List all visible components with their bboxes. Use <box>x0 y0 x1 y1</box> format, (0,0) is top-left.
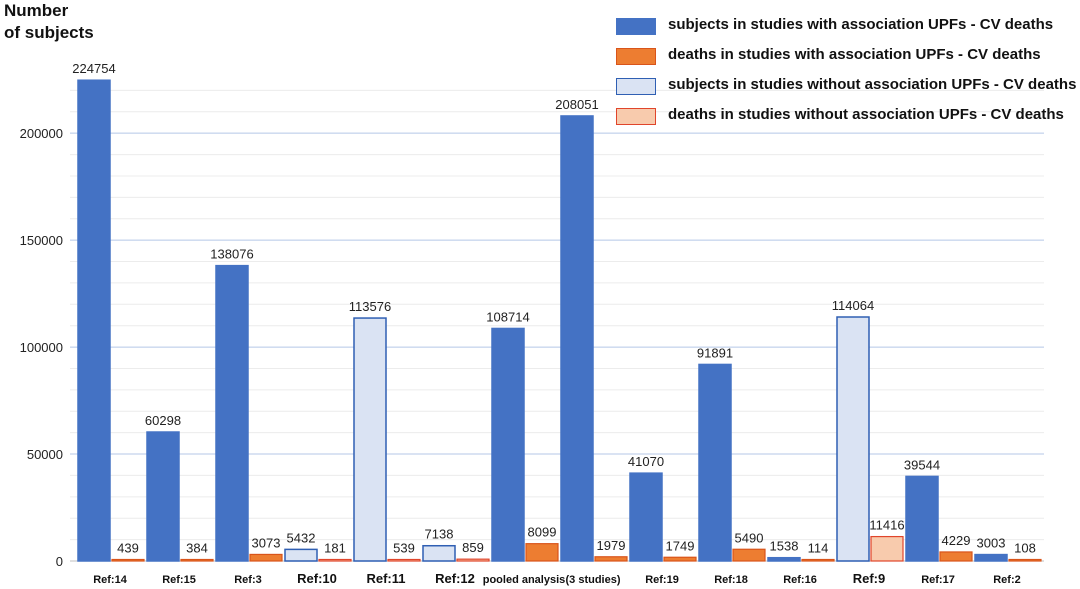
bar-subjects <box>77 79 111 562</box>
data-label-deaths: 11416 <box>869 518 904 533</box>
x-tick-label: Ref:12 <box>435 571 475 586</box>
legend-swatch-subjects-without <box>616 78 656 95</box>
bar-deaths <box>663 556 697 562</box>
data-label-deaths: 859 <box>462 540 484 555</box>
x-tick-label: Ref:14 <box>93 574 128 586</box>
x-tick-label: Ref:18 <box>714 574 748 586</box>
data-label-subjects: 1538 <box>770 539 799 554</box>
data-label-subjects: 224754 <box>72 61 115 76</box>
data-label-deaths: 4229 <box>942 533 971 548</box>
bar-deaths <box>525 543 559 562</box>
legend-label-subjects-with: subjects in studies with association UPF… <box>668 16 1054 33</box>
data-label-subjects: 114064 <box>832 298 874 313</box>
data-label-deaths: 5490 <box>735 530 764 545</box>
data-label-subjects: 3003 <box>977 536 1006 551</box>
bar-deaths <box>732 548 766 562</box>
data-label-deaths: 539 <box>393 541 415 556</box>
data-label-deaths: 3073 <box>252 535 281 550</box>
y-tick-label: 100000 <box>20 340 63 355</box>
data-label-subjects: 41070 <box>628 454 664 469</box>
bar-deaths <box>180 558 214 562</box>
x-tick-label: Ref:2 <box>993 574 1021 586</box>
data-label-deaths: 439 <box>117 541 139 556</box>
x-tick-label: Ref:11 <box>366 571 405 586</box>
data-label-deaths: 108 <box>1014 541 1036 556</box>
x-tick-label: Ref:15 <box>162 574 196 586</box>
y-tick-label: 200000 <box>20 126 63 141</box>
x-tick-label: Ref:9 <box>853 571 886 586</box>
bar-subjects <box>284 548 318 562</box>
y-tick-label: 150000 <box>20 233 63 248</box>
x-tick-label: pooled analysis <box>483 574 566 586</box>
data-label-subjects: 108714 <box>486 309 529 324</box>
bar-subjects <box>560 115 594 562</box>
legend-label-deaths-with: deaths in studies with association UPFs … <box>668 46 1041 63</box>
bar-subjects <box>974 553 1008 562</box>
data-label-deaths: 114 <box>808 541 829 556</box>
x-tick-label: Ref:10 <box>297 571 337 586</box>
bar-deaths <box>387 558 421 562</box>
data-label-deaths: 1979 <box>597 538 626 553</box>
data-label-deaths: 1749 <box>666 538 695 553</box>
bar-subjects <box>146 431 180 562</box>
x-tick-label: (3 studies) <box>565 574 620 586</box>
data-label-subjects: 138076 <box>210 247 253 262</box>
bar-deaths <box>1008 558 1042 562</box>
data-label-subjects: 91891 <box>697 345 733 360</box>
legend-swatch-subjects-with <box>616 18 656 35</box>
y-tick-label: 50000 <box>27 447 63 462</box>
bar-deaths <box>939 551 973 562</box>
legend-label-subjects-without: subjects in studies without association … <box>668 76 1077 93</box>
x-tick-label: Ref:3 <box>234 574 262 586</box>
data-label-deaths: 384 <box>186 541 208 556</box>
bar-subjects <box>215 264 249 562</box>
bar-subjects <box>905 475 939 562</box>
data-label-deaths: 181 <box>324 541 346 556</box>
y-tick-label: 0 <box>56 554 63 569</box>
legend-swatch-deaths-without <box>616 108 656 125</box>
bar-subjects <box>353 317 387 562</box>
data-label-deaths: 8099 <box>528 525 557 540</box>
bar-deaths <box>801 558 835 562</box>
bar-deaths <box>456 558 490 562</box>
y-axis-label: Number of subjects <box>4 1 94 42</box>
x-tick-label: Ref:16 <box>783 574 817 586</box>
bar-deaths <box>870 535 904 562</box>
bar-subjects <box>422 544 456 562</box>
data-label-subjects: 5432 <box>287 530 316 545</box>
bar-deaths <box>249 553 283 562</box>
bar-deaths <box>111 558 145 562</box>
bar-deaths <box>318 558 352 562</box>
data-label-subjects: 39544 <box>904 457 940 472</box>
legend-swatch-deaths-with <box>616 48 656 65</box>
x-tick-label: Ref:19 <box>645 574 679 586</box>
bar-subjects <box>836 316 870 562</box>
data-label-subjects: 60298 <box>145 413 181 428</box>
bar-subjects <box>491 327 525 562</box>
bar-subjects <box>767 556 801 562</box>
x-tick-label: Ref:17 <box>921 574 955 586</box>
data-label-subjects: 208051 <box>555 97 598 112</box>
bar-subjects <box>629 472 663 562</box>
data-label-subjects: 7138 <box>425 527 454 542</box>
bar-subjects <box>698 363 732 562</box>
bar-deaths <box>594 556 628 562</box>
legend-label-deaths-without: deaths in studies without association UP… <box>668 106 1064 123</box>
data-label-subjects: 113576 <box>349 299 391 314</box>
